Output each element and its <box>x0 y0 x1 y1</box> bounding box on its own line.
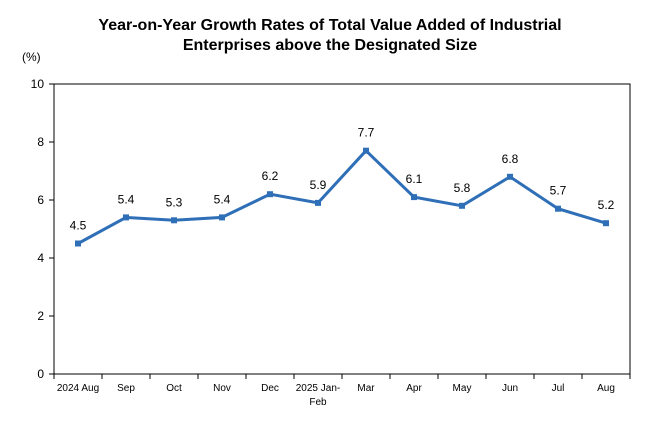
chart-title-line-2: Enterprises above the Designated Size <box>182 37 478 54</box>
data-point-marker <box>219 214 225 221</box>
x-axis-tick-label: Apr <box>406 383 422 394</box>
x-axis-tick-label: Jun <box>502 383 518 394</box>
data-label: 5.7 <box>550 184 567 198</box>
data-point-marker <box>315 199 321 206</box>
chart-title: Year-on-Year Growth Rates of Total Value… <box>0 16 660 56</box>
data-point-marker <box>603 220 609 227</box>
data-point-marker <box>507 173 513 180</box>
x-axis-tick-label: Mar <box>357 383 375 394</box>
x-axis-tick-label: Jul <box>552 383 565 394</box>
y-axis-tick-label: 6 <box>37 193 44 207</box>
x-axis-tick-label: May <box>453 383 472 394</box>
plot-area-frame <box>53 83 631 375</box>
data-point-marker <box>75 240 81 247</box>
data-label: 5.9 <box>310 178 327 192</box>
data-label: 5.8 <box>454 181 471 195</box>
data-label: 7.7 <box>358 126 375 140</box>
y-axis-tick-label: 10 <box>31 77 45 91</box>
y-axis-tick-label: 4 <box>37 251 44 265</box>
y-axis-tick-label: 8 <box>37 135 44 149</box>
y-axis-unit-label: (%) <box>22 50 41 64</box>
series-line <box>77 148 607 245</box>
x-axis-tick-label: Sep <box>117 383 135 394</box>
data-label: 6.8 <box>502 152 519 166</box>
x-axis-tick-label: Nov <box>213 383 231 394</box>
data-point-marker <box>171 217 177 224</box>
chart-title-line-1: Year-on-Year Growth Rates of Total Value… <box>98 17 562 34</box>
data-label: 5.4 <box>118 192 135 206</box>
y-axis-tick-label: 2 <box>37 309 44 323</box>
x-axis-tick-label: Aug <box>597 383 615 394</box>
data-point-marker <box>363 147 369 154</box>
x-axis-tick-label: 2025 Jan- <box>296 383 340 394</box>
x-axis-tick-label: Oct <box>166 383 182 394</box>
x-axis-tick-label: Dec <box>261 383 279 394</box>
data-label: 6.2 <box>262 169 279 183</box>
data-label: 4.5 <box>70 219 87 233</box>
data-label: 5.4 <box>214 192 231 206</box>
data-label: 5.3 <box>166 195 183 209</box>
x-axis-tick-label: Feb <box>309 397 327 408</box>
data-label: 6.1 <box>406 172 423 186</box>
x-axis-tick-label: 2024 Aug <box>57 383 99 394</box>
data-point-marker <box>459 202 465 209</box>
data-label: 5.2 <box>598 198 615 212</box>
data-point-marker <box>555 205 561 212</box>
data-point-marker <box>411 194 417 201</box>
data-point-marker <box>123 214 129 221</box>
data-point-marker <box>267 191 273 198</box>
y-axis-tick-label: 0 <box>37 367 44 381</box>
